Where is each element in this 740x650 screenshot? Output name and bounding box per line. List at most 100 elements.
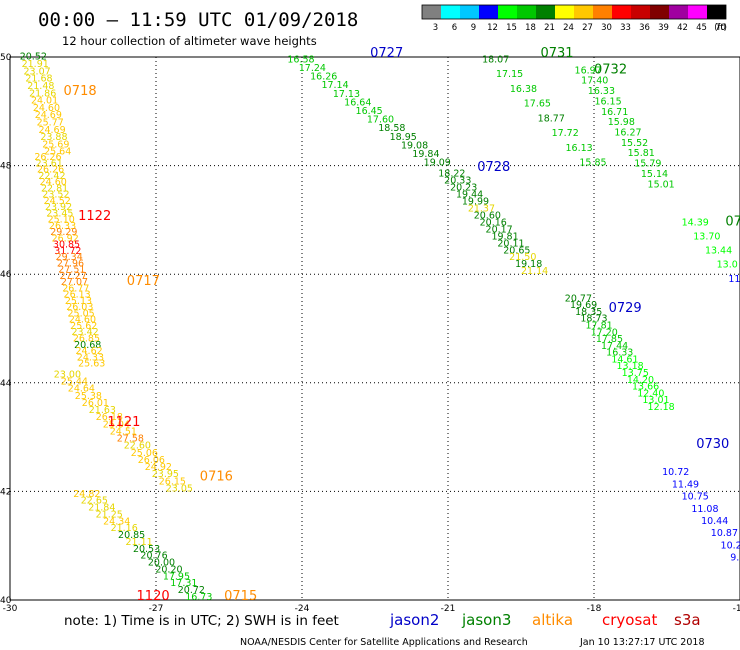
- swh-value: 21.91: [22, 59, 49, 70]
- swh-value: 14.61: [611, 354, 638, 365]
- swh-value: 13.75: [622, 368, 649, 379]
- track-jason3-0732: 16.9717.4016.3316.1516.7115.9816.2715.52…: [575, 62, 675, 190]
- swh-value: 26.18: [96, 412, 123, 423]
- legend-label-6: 6: [452, 23, 457, 33]
- swh-value: 13.0: [717, 260, 738, 271]
- swh-value: 21.84: [88, 503, 115, 514]
- swh-value: 20.65: [503, 245, 530, 256]
- legend-swatch-3: [422, 5, 441, 19]
- swh-value: 15.52: [621, 138, 648, 149]
- swh-value: 19.08: [401, 140, 428, 151]
- swh-value: 11.3: [728, 274, 740, 285]
- swh-value: 16.64: [344, 97, 371, 108]
- swh-value: 11.08: [691, 504, 718, 515]
- track-jason3-0731: 18.07 17.15 16.38 17.65 18.77 17.72 16.13 15.85…: [482, 46, 607, 169]
- swh-value: 15.98: [608, 117, 635, 128]
- legend-swatch-27: [574, 5, 593, 19]
- track-time-label: 0728: [477, 160, 510, 175]
- swh-value: 17.31: [170, 578, 197, 589]
- track-time-label: 0715: [224, 589, 257, 604]
- swh-value: 17.65: [524, 99, 551, 110]
- swh-value: 19.18: [515, 259, 542, 270]
- legend-swatch-9: [460, 5, 479, 19]
- track-time-label: 0718: [64, 84, 97, 99]
- swh-value: 26.06: [138, 455, 165, 466]
- y-tick-label: 48: [0, 162, 12, 172]
- track-time-label: 0717: [127, 274, 160, 289]
- swh-value: 21.48: [27, 81, 54, 92]
- legend-label-30: 30: [601, 23, 612, 33]
- legend-label-15: 15: [506, 23, 517, 33]
- swh-value: 26.26: [34, 152, 61, 163]
- swh-value: 20.17: [486, 224, 513, 235]
- plot-area: 20.5221.9123.0721.6821.4821.8624.0124.60…: [9, 46, 740, 604]
- swh-value: 17.24: [299, 63, 326, 74]
- track-altika-0716: 23.0025.4424.6425.3826.0121.6326.1825.04…: [54, 369, 233, 494]
- legend-label-45: 45: [696, 23, 707, 33]
- x-tick-label: -21: [441, 604, 456, 614]
- legend-label-24: 24: [563, 23, 574, 33]
- swh-value: 19.99: [462, 196, 489, 207]
- swh-value: 17.13: [333, 89, 360, 100]
- track-time-label: 0730: [696, 437, 729, 452]
- footnote: note: 1) Time is in UTC; 2) SWH is in fe…: [64, 613, 339, 629]
- satellite-altika: altika: [532, 611, 573, 629]
- swh-value: 15.79: [634, 159, 661, 170]
- swh-value: 26.92: [52, 233, 79, 244]
- swh-value: 26.26: [37, 165, 64, 176]
- swh-value: 9.6: [730, 553, 740, 564]
- swh-value: 23.88: [40, 132, 67, 143]
- swh-value: 17.14: [321, 80, 348, 91]
- track-altika-0718: 20.5221.9123.0721.6821.4821.8624.0124.60…: [20, 52, 97, 158]
- swh-value: 15.81: [628, 148, 655, 159]
- legend-label-21: 21: [544, 23, 555, 33]
- swh-value: 24.60: [69, 315, 96, 326]
- track-altika-0715: 24.8222.6521.8421.2524.3421.1620.8521.11…: [73, 489, 257, 604]
- swh-value: 13.44: [705, 246, 732, 257]
- swh-value: 19.81: [491, 231, 518, 242]
- x-tick-label: -27: [149, 604, 164, 614]
- swh-value: 20.33: [444, 175, 471, 186]
- swh-value: 21.14: [521, 266, 548, 277]
- swh-value: 24.69: [35, 110, 62, 121]
- swh-value: 17.81: [585, 321, 612, 332]
- x-tick-label: -30: [3, 604, 18, 614]
- swh-value: 17.15: [496, 69, 523, 80]
- swh-value: 26.13: [64, 290, 91, 301]
- swh-value: 25.10: [48, 215, 75, 226]
- y-tick-label: 44: [0, 379, 12, 389]
- swh-value: 16.13: [565, 143, 592, 154]
- color-legend: 3 6 9 12 15 18 21 24 27 30 33 36 39 42 45 70(ft): [421, 4, 727, 33]
- swh-value: 24.34: [103, 516, 130, 527]
- swh-value: 25.69: [42, 139, 69, 150]
- swh-value: 17.85: [596, 334, 623, 345]
- swh-value: 22.65: [81, 496, 108, 507]
- swh-value: 24.60: [33, 103, 60, 114]
- track-time-label: 0716: [200, 470, 233, 485]
- chart-title: 00:00 – 11:59 UTC 01/09/2018: [38, 9, 358, 31]
- swh-value: 16.45: [356, 106, 383, 117]
- swh-value: 26.15: [159, 476, 186, 487]
- swh-value: 16.33: [588, 86, 615, 97]
- swh-value: 17.44: [601, 341, 628, 352]
- track-jason2-0730: 10.7211.4910.7511.0810.4410.8710.209.610…: [662, 437, 740, 564]
- track-time-label: 1121: [107, 415, 140, 430]
- legend-label-42: 42: [677, 23, 688, 33]
- swh-value: 24.60: [40, 177, 67, 188]
- legend-swatch-45: [688, 5, 707, 19]
- track-time-label: 0733: [725, 214, 740, 229]
- track-time-label: 1122: [78, 209, 111, 224]
- swh-value: 14.20: [627, 375, 654, 386]
- track-cryosat-1122: 1122: [78, 209, 111, 224]
- swh-value: 18.73: [580, 314, 607, 325]
- swh-value: 20.76: [140, 551, 167, 562]
- swh-value: 23.05: [166, 483, 193, 494]
- swh-value: 20.68: [74, 340, 101, 351]
- legend-swatch-24: [555, 5, 574, 19]
- swh-value: 27.58: [117, 434, 144, 445]
- satellite-cryosat: cryosat: [602, 611, 657, 629]
- legend-swatch-36: [631, 5, 650, 19]
- swh-value: 20.23: [450, 182, 477, 193]
- swh-value: 11.49: [672, 479, 699, 490]
